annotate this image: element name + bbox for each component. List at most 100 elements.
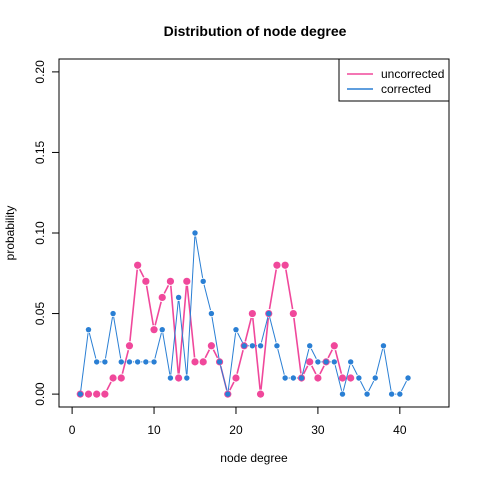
chart-title: Distribution of node degree [164,23,347,39]
data-point [109,374,117,382]
series-line-segment [178,285,188,374]
data-point [101,390,109,398]
data-point [93,390,101,398]
data-point [274,343,280,349]
data-point [191,358,199,366]
series-line-segment [285,269,294,310]
data-point [281,261,289,269]
series-layer [76,230,411,398]
data-point [266,310,272,317]
data-point [125,342,134,350]
data-point [126,359,133,365]
data-point [175,374,183,382]
x-tick-label: 20 [229,423,243,437]
data-point [347,359,354,365]
data-point [233,326,239,333]
series-line-segment [138,268,145,278]
y-axis: 0.00 0.05 0.10 0.15 0.20 [33,60,60,406]
series-line-segment [227,333,237,391]
series-line-segment [351,364,358,376]
data-point [85,326,92,333]
data-point [330,342,338,350]
data-point [356,375,362,381]
series-line-segment [301,349,310,375]
data-point [134,261,142,269]
data-point [150,326,158,334]
y-tick-label: 0.00 [33,382,47,406]
series-line-segment [129,269,138,342]
y-axis-label: probability [3,206,17,261]
data-point [93,359,100,365]
y-tick-label: 0.20 [33,60,47,84]
x-tick-label: 10 [147,423,161,437]
data-point [134,359,141,365]
series-uncorrected [76,261,355,398]
series-line-segment [293,317,302,374]
data-point [364,391,370,397]
series-line-segment [269,316,277,343]
data-point [331,359,337,365]
data-point [257,343,264,349]
data-point [151,359,157,365]
series-line-segment [170,285,180,374]
x-tick-label: 30 [311,423,325,437]
series-line-segment [252,317,261,390]
data-point [225,391,231,397]
data-point [338,374,347,382]
series-line-segment [211,316,220,359]
series-line-segment [88,332,97,359]
series-line-segment [113,316,122,359]
series-line-segment [170,300,179,375]
data-point [289,309,297,318]
data-point [142,277,150,285]
series-line-segment [178,300,187,375]
data-point [199,358,207,366]
data-point [249,343,256,349]
series-line-segment [163,284,170,294]
series-line-segment [277,349,285,375]
data-point [143,359,149,365]
series-line-segment [203,284,212,311]
data-point [232,374,240,382]
series-line-segment [334,365,343,391]
data-point [347,374,355,382]
data-point [323,359,329,365]
data-point [166,277,175,285]
series-line-segment [244,317,253,342]
data-point [248,309,256,318]
data-point [290,375,297,381]
series-line-segment [154,332,162,359]
x-tick-label: 0 [69,423,76,437]
series-line-segment [368,380,375,392]
series-line-segment [375,349,384,375]
data-point [273,261,281,269]
legend-label-corrected: corrected [381,82,431,96]
y-tick-label: 0.10 [33,221,47,245]
data-point [118,359,124,365]
series-line-segment [104,316,113,359]
series-line-segment [106,381,112,391]
data-point [282,375,288,381]
x-axis-label: node degree [220,451,288,465]
series-line-segment [400,380,407,392]
data-point [207,342,215,350]
data-point [298,375,305,381]
data-point [216,359,223,365]
data-point [110,310,116,317]
data-point [167,375,174,381]
data-point [339,391,346,397]
data-point [192,230,198,236]
data-point [241,343,247,349]
series-line-segment [162,333,171,375]
series-line-segment [204,349,211,359]
y-tick-label: 0.05 [33,302,47,326]
data-point [117,374,125,382]
data-point [315,359,321,365]
plot-frame [58,58,450,408]
legend: uncorrected corrected [338,58,450,102]
series-line-segment [260,316,269,343]
data-point [372,375,378,381]
series-line-segment [195,236,204,278]
data-point [306,358,314,366]
